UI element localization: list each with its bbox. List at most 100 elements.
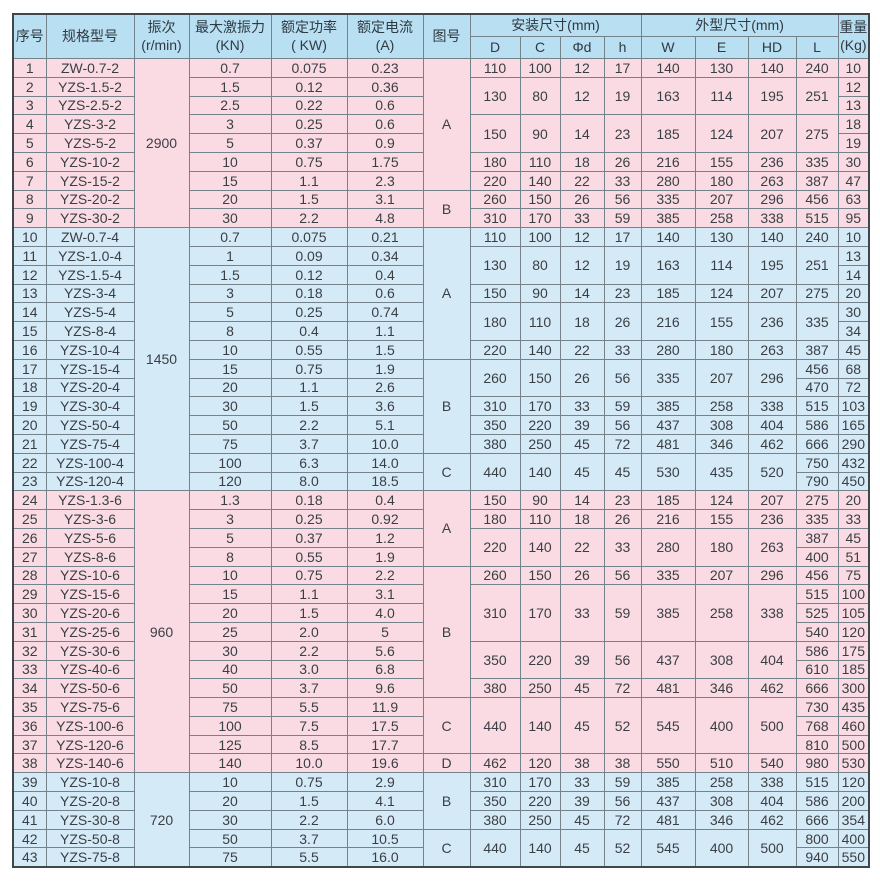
- cell-HD: 263: [747, 170, 797, 191]
- cell-HD: 540: [747, 753, 797, 774]
- cell-W: 163: [640, 245, 696, 285]
- cell-W: 280: [640, 527, 696, 567]
- cell-force: 100: [188, 715, 272, 736]
- cell-power: 0.09: [270, 245, 348, 266]
- cell-E: 207: [694, 189, 749, 210]
- cell-power: 2.0: [270, 621, 348, 642]
- cell-D: 380: [469, 678, 521, 699]
- cell-current: 2.9: [346, 772, 424, 793]
- cell-W: 216: [640, 509, 696, 529]
- cell-current: 0.23: [346, 58, 424, 78]
- cell-no: 22: [12, 452, 47, 473]
- cell-W: 185: [640, 283, 696, 304]
- cell-E: 400: [694, 828, 749, 868]
- cell-dd: 45: [559, 678, 605, 699]
- cell-fig: C: [422, 828, 471, 868]
- cell-current: 0.21: [346, 227, 424, 247]
- cell-D: 130: [469, 245, 521, 285]
- cell-L: 515: [795, 772, 839, 793]
- cell-E: 308: [694, 640, 749, 680]
- cell-h: 45: [603, 452, 642, 492]
- cell-L: 800: [795, 828, 839, 849]
- cell-dd: 39: [559, 640, 605, 680]
- cell-force: 5: [188, 133, 272, 153]
- cell-no: 28: [12, 565, 47, 586]
- cell-current: 2.6: [346, 377, 424, 398]
- cell-power: 0.75: [270, 151, 348, 172]
- cell-L: 525: [795, 603, 839, 623]
- cell-no: 20: [12, 415, 47, 435]
- cell-HD: 500: [747, 697, 797, 755]
- cell-C: 140: [519, 697, 561, 755]
- cell-h: 26: [603, 302, 642, 341]
- cell-current: 4.0: [346, 603, 424, 623]
- cell-dd: 33: [559, 584, 605, 642]
- cell-D: 260: [469, 565, 521, 586]
- cell-no: 42: [12, 828, 47, 849]
- table-row: 42 YZS-50-8 50 3.7 10.5 C 440 140 45 52 545 400 500 8…: [12, 828, 870, 868]
- table-row: 35 YZS-75-6 75 5.5 11.9 C 440 140 45 52 545 400 500 7…: [12, 697, 870, 755]
- cell-current: 3.6: [346, 396, 424, 417]
- cell-wt: 435: [837, 697, 870, 717]
- col-header-overall-dims: 外型尺寸(mm): [640, 13, 839, 37]
- cell-dd: 33: [559, 208, 605, 229]
- table-row: 11 YZS-1.0-4 1 0.09 0.34 130 80 12 19 163 114 195 25…: [12, 245, 870, 285]
- cell-wt: 120: [837, 621, 870, 642]
- col-header-figure: 图号: [422, 13, 471, 59]
- cell-no: 27: [12, 546, 47, 567]
- cell-C: 120: [519, 753, 561, 774]
- cell-force: 75: [188, 697, 272, 717]
- cell-wt: 68: [837, 358, 870, 379]
- cell-current: 5.6: [346, 640, 424, 661]
- cell-no: 30: [12, 603, 47, 623]
- table-row: 13 YZS-3-4 3 0.18 0.6 150 90 14 23 185 124 207 275 20: [12, 283, 870, 304]
- cell-dd: 45: [559, 433, 605, 454]
- cell-C: 110: [519, 151, 561, 172]
- cell-no: 35: [12, 697, 47, 717]
- cell-HD: 404: [747, 791, 797, 811]
- cell-no: 10: [12, 227, 47, 247]
- cell-h: 56: [603, 358, 642, 398]
- cell-current: 18.5: [346, 471, 424, 492]
- table-row: 27 YZS-8-6 8 0.55 1.9 400 51: [12, 546, 870, 567]
- cell-E: 130: [694, 58, 749, 78]
- cell-h: 26: [603, 509, 642, 529]
- cell-W: 385: [640, 396, 696, 417]
- cell-L: 456: [795, 189, 839, 210]
- cell-dd: 18: [559, 302, 605, 341]
- cell-HD: 140: [747, 58, 797, 78]
- cell-E: 180: [694, 170, 749, 191]
- cell-force: 30: [188, 809, 272, 830]
- col-header-current: 额定电流 (A): [346, 13, 424, 59]
- col-header-L: L: [795, 36, 839, 59]
- cell-no: 3: [12, 95, 47, 116]
- cell-L: 586: [795, 640, 839, 661]
- cell-no: 41: [12, 809, 47, 830]
- cell-HD: 500: [747, 828, 797, 868]
- cell-W: 545: [640, 697, 696, 755]
- cell-current: 17.7: [346, 734, 424, 755]
- cell-current: 5: [346, 621, 424, 642]
- cell-current: 0.36: [346, 76, 424, 97]
- table-row: 28 YZS-10-6 10 0.75 2.2 B 260 150 26 56 335 207 296 4…: [12, 565, 870, 699]
- cell-C: 140: [519, 170, 561, 191]
- cell-current: 1.75: [346, 151, 424, 172]
- cell-force: 5: [188, 527, 272, 548]
- cell-L: 456: [795, 358, 839, 379]
- cell-force: 1: [188, 245, 272, 266]
- cell-D: 310: [469, 772, 521, 793]
- cell-C: 220: [519, 415, 561, 435]
- table-row: 32 YZS-30-6 30 2.2 5.6 350 220 39 56 437 308 404 586…: [12, 640, 870, 680]
- cell-L: 335: [795, 151, 839, 172]
- cell-W: 437: [640, 415, 696, 435]
- col-header-C: C: [519, 36, 561, 59]
- cell-force: 15: [188, 170, 272, 191]
- cell-dd: 33: [559, 772, 605, 793]
- cell-wt: 47: [837, 170, 870, 191]
- cell-power: 3.7: [270, 678, 348, 699]
- cell-E: 258: [694, 772, 749, 793]
- cell-model: YZS-50-6: [45, 678, 135, 699]
- cell-wt: 30: [837, 302, 870, 323]
- cell-h: 72: [603, 433, 642, 454]
- cell-dd: 26: [559, 189, 605, 210]
